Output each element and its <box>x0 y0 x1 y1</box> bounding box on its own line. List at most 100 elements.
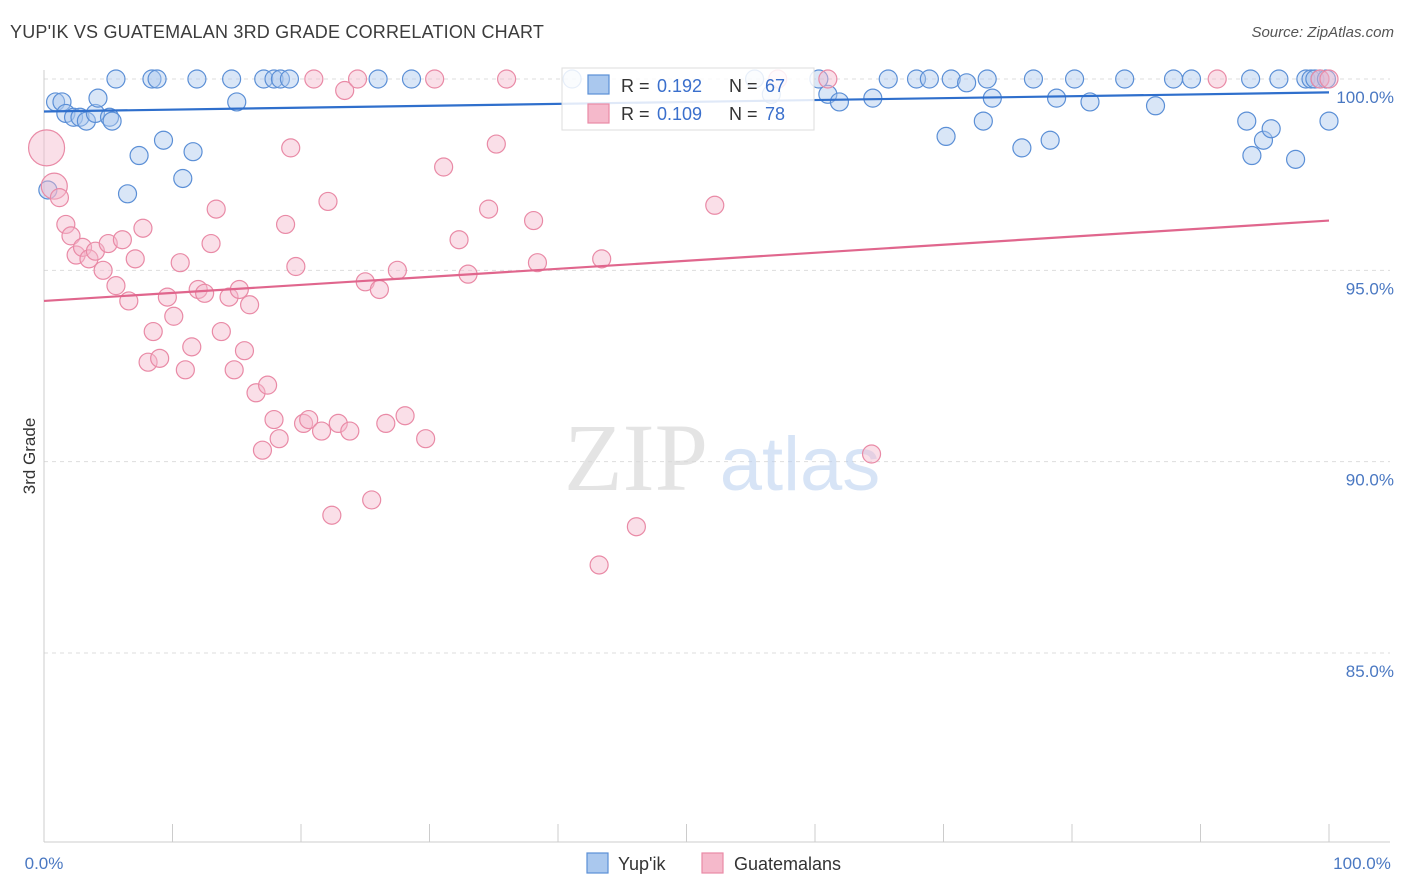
guatemalans-point <box>497 69 517 89</box>
guatemalans-point <box>93 260 113 280</box>
yupik-point <box>941 69 961 89</box>
yupik-point <box>1241 69 1261 89</box>
guatemalans-point <box>416 429 436 449</box>
guatemalans-point <box>347 69 368 89</box>
chart-title: YUP'IK VS GUATEMALAN 3RD GRADE CORRELATI… <box>10 22 545 42</box>
gridlines <box>44 78 1390 654</box>
guatemalans-point <box>182 337 202 357</box>
yupik-point <box>1040 130 1060 150</box>
guatemalans-point <box>527 253 548 273</box>
guatemalans-point <box>304 69 324 89</box>
guatemalans-point <box>362 490 382 510</box>
guatemalans-point <box>98 233 118 254</box>
yupik-point <box>1115 69 1135 89</box>
yupik-point <box>1064 69 1085 89</box>
yupik-point <box>1012 138 1032 158</box>
yupik-point <box>878 69 898 89</box>
guatemalans-point <box>61 226 81 246</box>
trend-line-guatemalans <box>43 219 1330 303</box>
yupik-point <box>1305 69 1325 89</box>
yupik-point <box>1269 69 1289 89</box>
yupik-point <box>829 92 850 112</box>
yupik-point <box>147 69 167 89</box>
y-tick-label: 90.0% <box>1346 471 1394 490</box>
yupik-point <box>63 107 84 127</box>
yupik-point <box>102 111 122 131</box>
yupik-point <box>106 69 126 89</box>
watermark-atlas: atlas <box>720 422 881 507</box>
guatemalans-point <box>299 409 319 430</box>
legend-label-guatemalans: Guatemalans <box>734 854 841 874</box>
guatemalans-point <box>286 256 306 277</box>
guatemalans-point <box>425 69 445 89</box>
series-yupik-points <box>38 69 1339 204</box>
guatemalans-point <box>133 218 153 238</box>
guatemalans-point <box>170 253 190 273</box>
guatemalans-point <box>224 360 244 380</box>
y-tick-labels: 85.0% 90.0% 95.0% 100.0% <box>1336 88 1394 681</box>
guatemalans-point <box>138 352 158 372</box>
guatemalans-point <box>49 188 70 208</box>
guatemalans-point <box>79 249 99 269</box>
y-tick-label: 95.0% <box>1346 279 1394 298</box>
watermark: ZIP atlas <box>564 404 880 511</box>
yupik-point <box>129 145 149 166</box>
guatemalans-point <box>125 249 145 269</box>
guatemalans-point <box>56 214 76 235</box>
yupik-point <box>153 130 174 150</box>
stats-n-value-yupik: 67 <box>765 76 785 96</box>
yupik-point <box>1163 69 1184 89</box>
guatemalans-point <box>66 245 86 265</box>
guatemalans-point <box>106 276 126 296</box>
guatemalans-point <box>257 375 278 395</box>
guatemalans-point <box>269 429 289 449</box>
guatemalans-point <box>523 210 544 231</box>
stats-swatch-guatemalans <box>587 103 610 124</box>
guatemalans-point <box>164 306 184 326</box>
stats-r-value-guatemalans: 0.109 <box>657 104 702 124</box>
yupik-point <box>368 69 388 89</box>
yupik-point <box>227 92 247 112</box>
yupik-point <box>173 168 193 189</box>
yupik-point <box>254 69 274 89</box>
guatemalans-point <box>157 287 177 307</box>
yupik-point <box>973 111 993 131</box>
guatemalans-point <box>112 230 132 250</box>
stats-legend-box: R = 0.192 N = 67 R = 0.109 N = 78 <box>561 67 815 131</box>
bottom-legend: Yup'ik Guatemalans <box>586 852 841 874</box>
guatemalans-point <box>328 413 348 433</box>
source-credit: Source: ZipAtlas.com <box>1251 24 1394 41</box>
yupik-point <box>1181 69 1202 89</box>
yupik-point <box>936 126 956 146</box>
guatemalans-point <box>143 321 163 342</box>
yupik-point <box>222 69 242 89</box>
legend-swatch-yupik <box>586 852 609 874</box>
stats-r-label-yupik: R = <box>621 76 650 96</box>
y-tick-label: 85.0% <box>1346 662 1394 681</box>
guatemalans-point <box>206 199 226 219</box>
guatemalans-point <box>264 409 284 430</box>
guatemalans-point <box>705 195 725 215</box>
stats-r-label-guatemalans: R = <box>621 104 650 124</box>
guatemalans-point <box>201 233 221 254</box>
yupik-point <box>187 69 207 89</box>
guatemalans-point <box>1319 69 1339 89</box>
guatemalans-point <box>72 237 93 257</box>
yupik-point <box>1046 88 1067 108</box>
yupik-point <box>1080 92 1100 112</box>
yupik-point <box>183 142 203 162</box>
guatemalans-point <box>275 214 296 235</box>
guatemalans-point <box>861 444 882 464</box>
guatemalans-point <box>818 69 838 89</box>
guatemalans-point <box>240 295 260 315</box>
x-axis-ticks <box>43 824 1330 842</box>
guatemalans-point <box>322 505 342 525</box>
guatemalans-point <box>479 199 499 219</box>
guatemalans-point <box>434 157 454 177</box>
yupik-point <box>1145 96 1166 116</box>
guatemalans-point <box>592 249 612 269</box>
series-guatemalans-points <box>27 69 1339 575</box>
y-tick-label: 100.0% <box>1336 88 1394 107</box>
y-axis-title: 3rd Grade <box>20 418 39 495</box>
